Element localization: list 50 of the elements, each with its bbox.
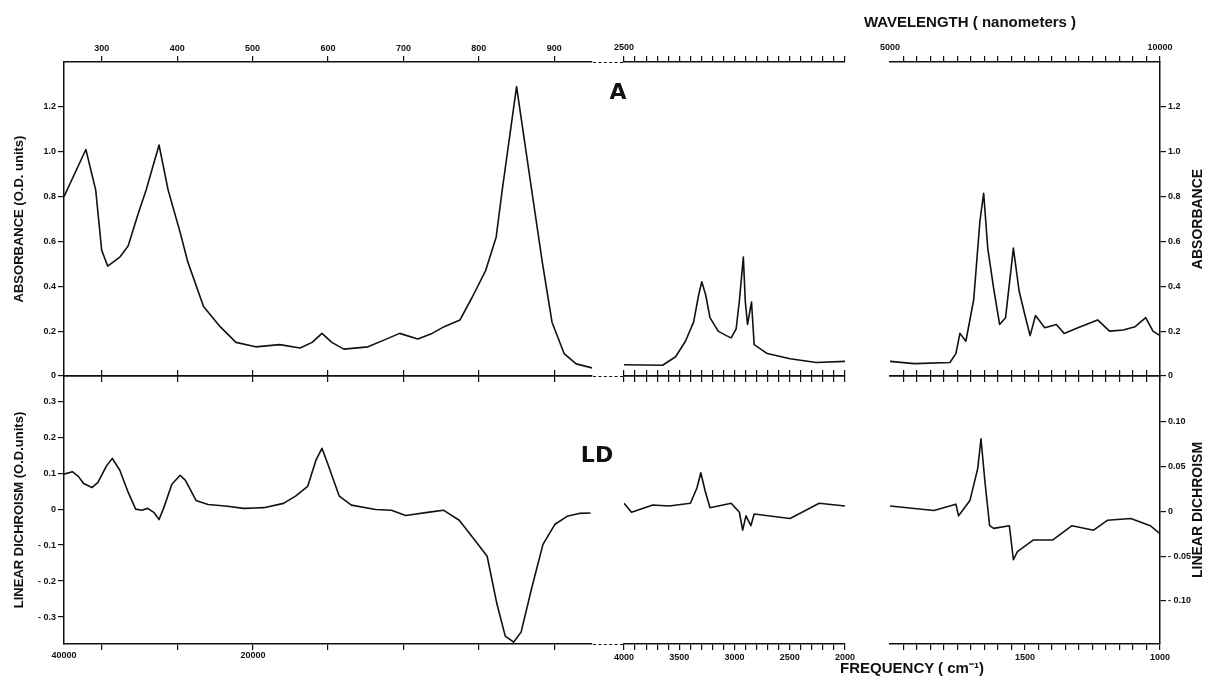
- y2-tick-label: 0.05: [1168, 461, 1186, 472]
- x-tick-label: 600: [320, 43, 336, 54]
- text: 20000: [240, 650, 266, 661]
- y-tick-label: 0.2: [43, 325, 56, 336]
- x-tick-label: 900: [546, 43, 562, 54]
- y-tick-label: - 0.1: [37, 539, 56, 550]
- y2-tick-label: 0.6: [1168, 235, 1181, 246]
- y-tick-label: 0.8: [43, 191, 56, 202]
- y2-tick-label: 0: [1168, 370, 1174, 381]
- y-tick-label: 0.3: [43, 395, 56, 406]
- x-tick-label: 700: [395, 43, 411, 54]
- x-tick-label: 1500: [1014, 651, 1036, 662]
- y2-tick-label: 0.4: [1168, 280, 1181, 291]
- x-tick-label: 500: [245, 43, 261, 54]
- y2-tick-label: 1.2: [1168, 101, 1181, 112]
- y2-tick-label: 0: [1168, 505, 1174, 516]
- annotation: A: [609, 78, 627, 105]
- y-tick-label: - 0.2: [37, 575, 56, 586]
- y-tick-label: 0: [50, 503, 56, 514]
- text: 5000: [879, 42, 901, 53]
- y-tick-label: 0.2: [43, 431, 56, 442]
- chart-title: WAVELENGTH ( nanometers ): [863, 12, 1077, 31]
- y-tick-label: 0.6: [43, 235, 56, 246]
- y-axis-title: ABSORBANCE (O.D. units): [10, 135, 27, 303]
- x-tick-label: 1000: [1149, 651, 1171, 662]
- y-tick-label: 1.2: [43, 101, 56, 112]
- y2-tick-label: - 0.10: [1168, 595, 1192, 606]
- x-tick-label: 300: [94, 43, 110, 54]
- y2-tick-label: 0.2: [1168, 325, 1181, 336]
- annotation: LD: [580, 441, 614, 468]
- x-tick-label: 2000: [834, 651, 856, 662]
- y2-axis-title: ABSORBANCE: [1189, 168, 1206, 270]
- y2-tick-label: 1.0: [1168, 146, 1181, 157]
- x-tick-label: 3500: [669, 651, 690, 662]
- x-tick-label: 800: [471, 43, 487, 54]
- y2-tick-label: 0.10: [1168, 416, 1186, 427]
- y-tick-label: - 0.3: [37, 611, 56, 622]
- y-tick-label: 0.1: [43, 467, 56, 478]
- y2-tick-label: - 0.05: [1168, 550, 1192, 561]
- text: 10000: [1147, 42, 1173, 53]
- text: 40000: [51, 650, 77, 661]
- x-tick-label: 400: [169, 43, 185, 54]
- y2-tick-label: 0.8: [1168, 191, 1181, 202]
- y-tick-label: 0.4: [43, 280, 56, 291]
- x-tick-label: 2500: [779, 651, 800, 662]
- y-tick-label: 1.0: [43, 146, 56, 157]
- x-tick-label: 3000: [724, 651, 745, 662]
- y-tick-label: 0: [50, 370, 56, 381]
- y-axis-title: LINEAR DICHROISM (O.D.units): [10, 411, 27, 609]
- x-tick-label: 4000: [613, 651, 635, 662]
